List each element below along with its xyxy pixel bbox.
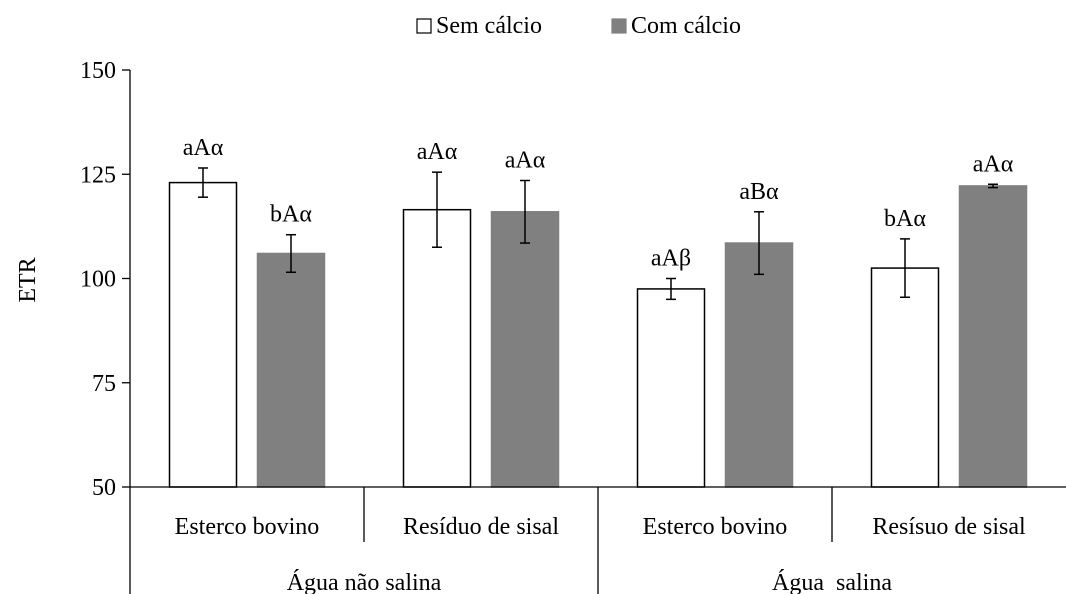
x-group-label: Água salina [772, 570, 892, 594]
data-label: bAα [884, 206, 926, 232]
bar-sem-calcio [402, 208, 472, 488]
bar-com-calcio [490, 211, 560, 488]
y-axis-label: ETR [15, 257, 41, 302]
bar-sem-calcio [636, 288, 706, 488]
bar-sem-calcio [870, 267, 940, 488]
data-label: aAβ [651, 246, 691, 272]
legend: Sem cálcio Com cálcio [416, 13, 741, 39]
legend-label: Com cálcio [631, 13, 741, 39]
data-label: aBα [739, 179, 779, 205]
bar-sem-calcio [168, 181, 238, 488]
data-label: aAα [973, 151, 1014, 177]
bar-com-calcio [256, 252, 326, 488]
bar-com-calcio [958, 185, 1028, 488]
data-label: bAα [270, 202, 312, 228]
x-category-label: Resísuo de sisal [872, 514, 1026, 540]
legend-swatch-com-calcio [611, 18, 627, 34]
x-category-label: Resíduo de sisal [403, 514, 559, 540]
legend-swatch-sem-calcio [416, 18, 432, 34]
y-tick-label: 125 [80, 162, 116, 188]
x-category-label: Esterco bovino [175, 514, 320, 540]
bar-com-calcio [724, 242, 794, 488]
y-tick-label: 75 [92, 371, 116, 397]
x-category-label: Esterco bovino [643, 514, 788, 540]
data-label: aAα [183, 135, 224, 161]
data-label: aAα [505, 148, 546, 174]
bars: aAα bAα aAα aAα aAβ aBα bAα aAα [168, 135, 1028, 488]
x-axis: Esterco bovino Resíduo de sisal Esterco bo… [129, 486, 1066, 594]
y-tick-label: 100 [80, 267, 116, 293]
data-label: aAα [417, 139, 458, 165]
y-tick-label: 50 [92, 475, 116, 501]
x-group-label: Água não salina [287, 570, 442, 594]
legend-label: Sem cálcio [436, 13, 542, 39]
y-tick-label: 150 [80, 58, 116, 84]
y-axis: 50 75 100 125 150 [80, 58, 131, 501]
